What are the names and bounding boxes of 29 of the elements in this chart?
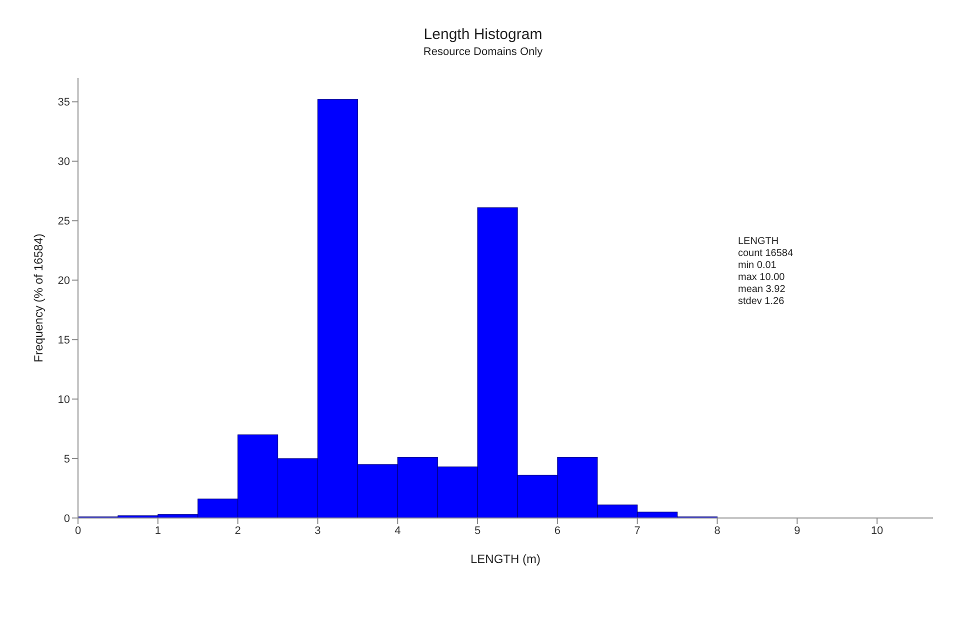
x-tick-label: 7 xyxy=(634,524,640,537)
chart-subtitle: Resource Domains Only xyxy=(422,46,544,58)
x-tick-label: 9 xyxy=(794,524,800,537)
x-tick-label: 5 xyxy=(474,524,481,537)
y-tick-label: 10 xyxy=(58,394,70,406)
x-tick-label: 10 xyxy=(870,524,884,537)
chart-title: Length Histogram xyxy=(422,26,544,43)
x-tick-label: 0 xyxy=(74,524,82,537)
y-tick-label: 15 xyxy=(58,334,70,347)
y-tick-label: 25 xyxy=(58,216,70,228)
y-tick-label: 20 xyxy=(58,275,70,288)
x-tick-label: 4 xyxy=(394,524,401,537)
annotation: mean 3.92 xyxy=(738,284,786,296)
annotation: count 16584 xyxy=(738,248,794,260)
y-tick-label: 35 xyxy=(58,96,70,109)
x-axis-title: LENGTH (m) xyxy=(470,552,540,566)
annotation: min 0.01 xyxy=(738,260,778,272)
y-tick-label: 0 xyxy=(64,512,70,525)
y-axis-title: Frequency (% of 16584) xyxy=(31,234,46,362)
annotation: max 10.00 xyxy=(738,272,786,284)
x-tick-label: 1 xyxy=(154,524,161,537)
y-tick-label: 30 xyxy=(58,156,70,168)
x-tick-label: 3 xyxy=(314,524,321,537)
y-tick-label: 5 xyxy=(64,453,70,466)
x-tick-label: 2 xyxy=(234,524,241,537)
x-tick-label: 8 xyxy=(714,524,720,537)
x-tick-label: 6 xyxy=(554,524,560,537)
annotation: LENGTH xyxy=(738,236,780,248)
annotation: stdev 1.26 xyxy=(738,296,786,308)
